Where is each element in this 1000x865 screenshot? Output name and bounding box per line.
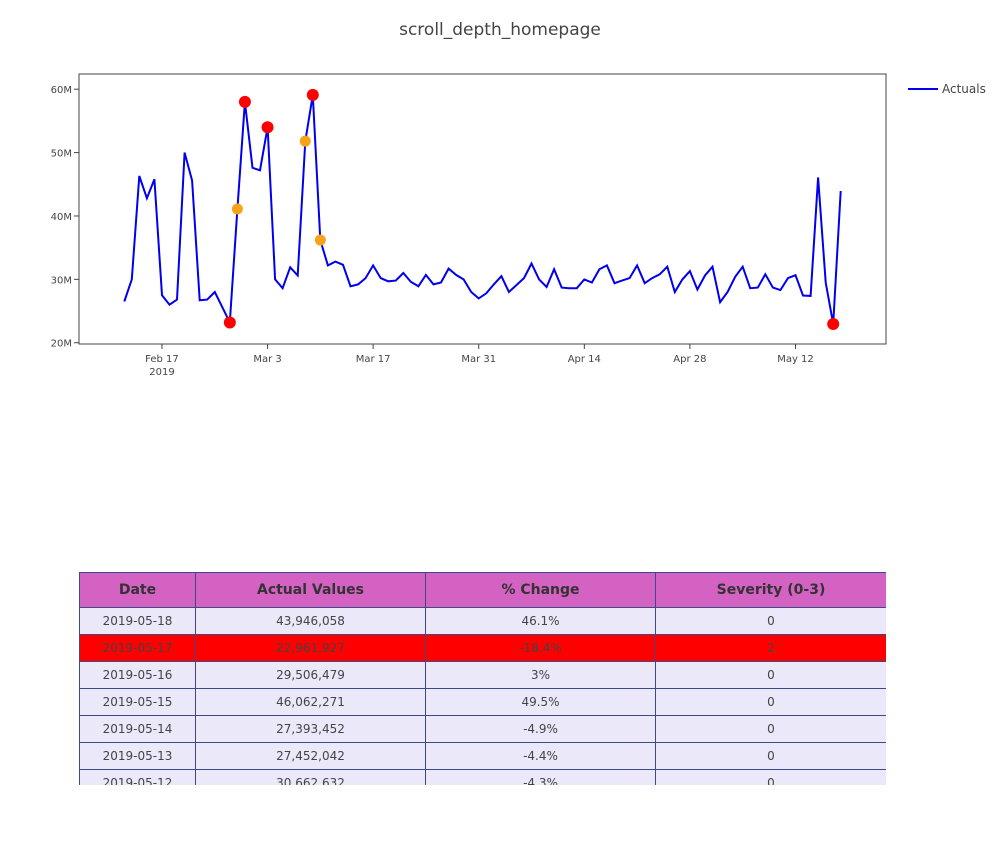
cell-actual: 29,506,479 — [195, 661, 426, 689]
header-date: Date — [79, 572, 196, 608]
cell-date: 2019-05-18 — [79, 607, 196, 635]
data-table: Date Actual Values % Change Severity (0-… — [79, 572, 886, 785]
cell-severity: 2 — [655, 634, 886, 662]
x-tick-label: Mar 3 — [253, 354, 281, 365]
line-chart[interactable]: 20M 30M 40M 50M 60M Feb 17 2019 Mar 3 Mar 17 Mar… — [0, 0, 1000, 560]
cell-severity: 0 — [655, 742, 886, 770]
cell-actual: 22,961,927 — [195, 634, 426, 662]
cell-change: -4.3% — [425, 769, 656, 785]
y-tick-label: 40M — [51, 212, 72, 223]
chart-title: scroll_depth_homepage — [399, 20, 601, 40]
x-tick-label: Feb 17 — [145, 354, 179, 365]
y-tick-label: 50M — [51, 149, 72, 160]
anomaly-marker-severe[interactable] — [223, 316, 236, 329]
cell-date: 2019-05-15 — [79, 688, 196, 716]
cell-change: -18.4% — [425, 634, 656, 662]
y-tick-label: 60M — [51, 85, 72, 96]
cell-date: 2019-05-14 — [79, 715, 196, 743]
header-percent-change: % Change — [425, 572, 656, 608]
cell-severity: 0 — [655, 715, 886, 743]
cell-actual: 27,393,452 — [195, 715, 426, 743]
legend-label-actuals: Actuals — [942, 82, 986, 96]
table-row: 2019-05-16 29,506,479 3% 0 — [79, 661, 886, 689]
anomaly-marker-severe[interactable] — [306, 88, 319, 101]
cell-actual: 27,452,042 — [195, 742, 426, 770]
anomaly-marker-severe[interactable] — [261, 121, 274, 134]
table-row: 2019-05-12 30,662,632 -4.3% 0 — [79, 769, 886, 785]
cell-date: 2019-05-16 — [79, 661, 196, 689]
anomaly-marker-severe[interactable] — [238, 95, 251, 108]
anomaly-marker-moderate[interactable] — [299, 135, 311, 147]
table-row: 2019-05-14 27,393,452 -4.9% 0 — [79, 715, 886, 743]
anomaly-markers[interactable] — [223, 88, 840, 330]
cell-date: 2019-05-12 — [79, 769, 196, 785]
cell-change: 3% — [425, 661, 656, 689]
x-tick-label: Mar 17 — [356, 354, 391, 365]
cell-severity: 0 — [655, 661, 886, 689]
anomaly-marker-severe[interactable] — [827, 317, 840, 330]
table-row: 2019-05-13 27,452,042 -4.4% 0 — [79, 742, 886, 770]
header-actual-values: Actual Values — [195, 572, 426, 608]
anomaly-marker-moderate[interactable] — [314, 234, 326, 246]
cell-change: -4.4% — [425, 742, 656, 770]
cell-severity: 0 — [655, 688, 886, 716]
anomaly-marker-moderate[interactable] — [231, 203, 243, 215]
cell-date: 2019-05-17 — [79, 634, 196, 662]
cell-severity: 0 — [655, 769, 886, 785]
x-tick-label: Apr 14 — [568, 354, 601, 365]
cell-date: 2019-05-13 — [79, 742, 196, 770]
cell-actual: 43,946,058 — [195, 607, 426, 635]
x-tick-sublabel: 2019 — [149, 367, 174, 378]
x-tick-label: Mar 31 — [461, 354, 496, 365]
cell-actual: 30,662,632 — [195, 769, 426, 785]
cell-actual: 46,062,271 — [195, 688, 426, 716]
series-line-actuals[interactable] — [123, 94, 842, 327]
y-tick-label: 30M — [51, 275, 72, 286]
cell-change: 49.5% — [425, 688, 656, 716]
x-tick-label: Apr 28 — [673, 354, 706, 365]
cell-change: 46.1% — [425, 607, 656, 635]
plot-frame — [78, 73, 887, 345]
x-tick-label: May 12 — [777, 354, 814, 365]
y-axis: 20M 30M 40M 50M 60M — [51, 85, 79, 350]
table-row: 2019-05-18 43,946,058 46.1% 0 — [79, 607, 886, 635]
header-severity: Severity (0-3) — [655, 572, 886, 608]
legend[interactable]: Actuals — [908, 82, 986, 96]
table-row: 2019-05-17 22,961,927 -18.4% 2 — [79, 634, 886, 662]
table-row: 2019-05-15 46,062,271 49.5% 0 — [79, 688, 886, 716]
x-axis: Feb 17 2019 Mar 3 Mar 17 Mar 31 Apr 14 Apr 28 M… — [145, 344, 814, 378]
cell-change: -4.9% — [425, 715, 656, 743]
y-tick-label: 20M — [51, 339, 72, 350]
anomaly-table[interactable]: Date Actual Values % Change Severity (0-… — [79, 572, 886, 785]
cell-severity: 0 — [655, 607, 886, 635]
table-header-row: Date Actual Values % Change Severity (0-… — [79, 572, 886, 608]
